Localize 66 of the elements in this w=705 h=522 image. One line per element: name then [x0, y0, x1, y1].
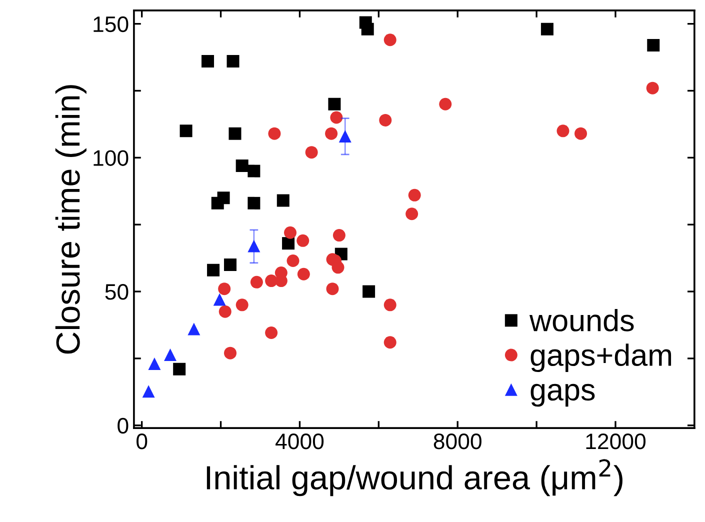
point — [207, 264, 220, 276]
point — [326, 282, 339, 296]
x-tick-label: 8000 — [434, 433, 482, 450]
point — [338, 130, 352, 143]
point — [236, 298, 248, 312]
point — [276, 194, 290, 207]
y-tick-label: 50 — [105, 284, 128, 300]
point — [188, 322, 200, 336]
point — [217, 192, 230, 204]
y-tick-label: 0 — [118, 418, 128, 434]
point — [297, 268, 310, 280]
point — [296, 234, 310, 247]
point — [384, 298, 396, 312]
y-tick-label: 150 — [94, 16, 128, 32]
point — [265, 274, 278, 288]
point — [439, 98, 452, 110]
y-axis-title: Closure time (min) — [55, 85, 86, 354]
point — [361, 22, 374, 36]
y-tick-label: 100 — [94, 150, 128, 166]
point — [142, 385, 155, 398]
point — [268, 127, 281, 140]
point — [305, 146, 318, 159]
x-tick-label: 12000 — [586, 433, 646, 450]
point — [286, 254, 300, 267]
point — [325, 127, 338, 140]
point — [540, 22, 554, 36]
point — [332, 261, 344, 274]
point — [574, 127, 587, 140]
point — [224, 258, 237, 271]
point — [379, 114, 392, 126]
point — [218, 305, 232, 318]
legend-label: gaps — [530, 384, 595, 407]
point — [406, 208, 418, 220]
point — [332, 229, 346, 242]
point — [265, 326, 278, 339]
point — [218, 282, 231, 296]
point — [362, 285, 376, 298]
point — [556, 124, 570, 138]
point — [202, 55, 214, 68]
point — [284, 226, 296, 239]
x-tick-label: 0 — [136, 433, 148, 450]
point — [250, 276, 263, 288]
point — [228, 127, 242, 140]
x-tick-label: 4000 — [276, 433, 324, 450]
point — [148, 358, 161, 370]
point — [646, 82, 659, 94]
point — [248, 196, 260, 210]
point — [384, 34, 396, 46]
point — [164, 348, 177, 361]
point — [328, 98, 341, 110]
point — [236, 159, 248, 172]
point — [248, 240, 260, 252]
legend-label: wounds — [529, 308, 634, 332]
point — [647, 38, 660, 52]
point — [282, 237, 295, 250]
point — [224, 346, 237, 360]
point — [384, 336, 396, 349]
point — [213, 293, 226, 306]
point — [408, 188, 421, 202]
point — [173, 362, 186, 376]
point — [226, 55, 240, 68]
x-axis-title: Initial gap/wound area (μm$^{2}$) — [206, 459, 622, 496]
point — [248, 164, 260, 178]
point — [180, 124, 192, 138]
legend-label: gaps+dam — [530, 344, 672, 372]
point — [330, 111, 343, 124]
